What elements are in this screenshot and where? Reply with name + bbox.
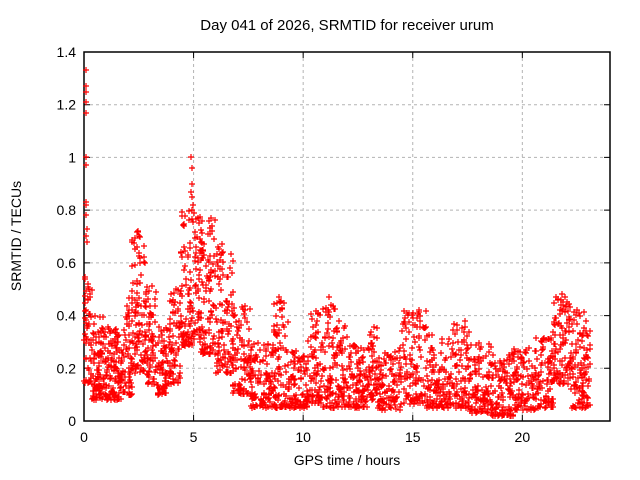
y-tick-label: 0.8 [57,202,77,218]
y-tick-label: 1.2 [57,97,77,113]
x-tick-label: 0 [80,429,88,445]
chart-title: Day 041 of 2026, SRMTID for receiver uru… [200,17,493,34]
y-tick-label: 0.4 [57,308,77,324]
x-tick-label: 5 [190,429,198,445]
y-tick-label: 1 [68,149,76,165]
x-axis-label: GPS time / hours [294,452,401,468]
y-tick-label: 0 [68,413,76,429]
y-tick-label: 0.2 [57,360,77,376]
x-tick-label: 20 [515,429,531,445]
y-axis-label: SRMTID / TECUs [8,181,24,291]
scatter-points [81,67,593,419]
axis-tick-labels: 0 5 10 15 20 0 0.2 0.4 0.6 0.8 1 1.2 1.4 [57,44,531,445]
x-tick-label: 15 [405,429,421,445]
x-tick-label: 10 [295,429,311,445]
y-tick-label: 0.6 [57,255,77,271]
y-tick-label: 1.4 [57,44,77,60]
